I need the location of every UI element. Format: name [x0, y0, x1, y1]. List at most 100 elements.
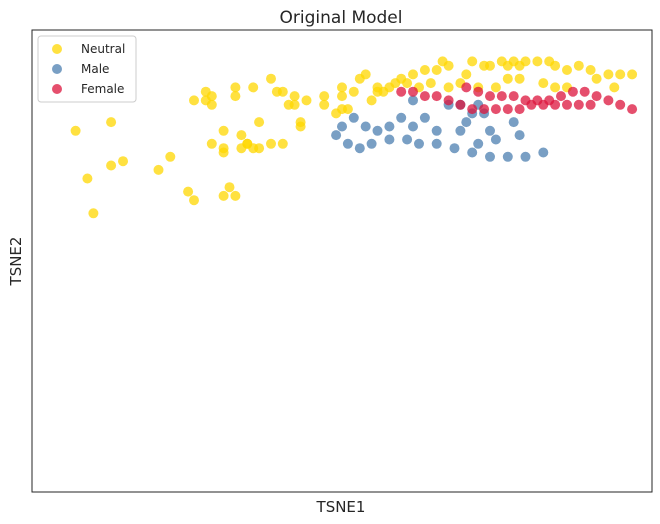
point-female-17	[562, 99, 572, 110]
point-neutral-1	[106, 117, 117, 128]
point-male-7	[485, 125, 495, 136]
point-neutral-74	[479, 60, 490, 71]
point-female-2	[485, 91, 495, 102]
point-female-29	[419, 91, 430, 102]
point-neutral-9	[189, 195, 199, 206]
point-neutral-82	[615, 69, 626, 80]
point-neutral-48	[337, 91, 347, 102]
point-neutral-45	[301, 95, 312, 106]
point-neutral-84	[609, 82, 620, 93]
point-female-19	[538, 99, 549, 110]
legend-label-female: Female	[81, 82, 124, 96]
point-female-25	[467, 104, 478, 115]
point-female-31	[396, 86, 407, 97]
point-female-9	[567, 86, 578, 97]
chart-title: Original Model	[280, 8, 403, 28]
point-neutral-33	[242, 138, 253, 149]
point-neutral-19	[266, 138, 276, 149]
point-male-31	[467, 147, 478, 158]
point-neutral-11	[224, 182, 235, 193]
points-layer	[70, 56, 638, 219]
point-neutral-28	[295, 117, 306, 128]
point-neutral-76	[550, 60, 561, 71]
point-neutral-40	[230, 82, 241, 93]
point-neutral-96	[402, 78, 413, 89]
point-male-28	[414, 138, 424, 149]
point-female-30	[408, 86, 418, 97]
point-female-26	[455, 99, 466, 110]
point-neutral-10	[218, 190, 229, 201]
point-neutral-35	[189, 95, 199, 106]
point-neutral-93	[443, 82, 454, 93]
point-male-29	[431, 138, 442, 149]
point-male-11	[473, 138, 484, 149]
point-neutral-47	[319, 91, 330, 102]
point-neutral-30	[218, 147, 229, 158]
point-neutral-50	[348, 86, 359, 97]
point-male-23	[342, 138, 353, 149]
point-male-8	[508, 117, 519, 128]
point-neutral-71	[532, 56, 543, 67]
point-female-4	[508, 91, 519, 102]
point-male-27	[402, 134, 413, 145]
point-female-0	[461, 82, 472, 93]
point-male-30	[449, 143, 460, 154]
point-neutral-42	[266, 73, 276, 84]
point-neutral-44	[277, 86, 288, 97]
point-male-16	[396, 112, 407, 123]
point-neutral-20	[277, 138, 288, 149]
point-neutral-49	[337, 82, 347, 93]
point-neutral-89	[502, 73, 513, 84]
point-male-26	[384, 134, 395, 145]
legend-label-male: Male	[81, 62, 109, 76]
point-neutral-26	[319, 99, 330, 110]
point-neutral-2	[82, 173, 93, 184]
point-female-8	[556, 91, 566, 102]
point-neutral-60	[408, 69, 418, 80]
point-male-9	[514, 130, 525, 141]
point-neutral-7	[165, 151, 176, 162]
point-neutral-64	[443, 60, 454, 71]
legend-label-neutral: Neutral	[81, 42, 125, 56]
point-female-13	[615, 99, 626, 110]
point-neutral-87	[538, 78, 549, 89]
point-neutral-79	[585, 65, 596, 75]
point-neutral-78	[573, 60, 584, 71]
point-female-10	[579, 86, 590, 97]
point-neutral-77	[562, 65, 572, 75]
point-neutral-14	[218, 125, 229, 136]
point-male-24	[354, 143, 365, 154]
point-male-13	[431, 125, 442, 136]
point-neutral-46	[283, 99, 294, 110]
point-neutral-37	[200, 86, 211, 97]
x-axis-label: TSNE1	[316, 498, 366, 516]
point-neutral-83	[627, 69, 638, 80]
point-female-1	[473, 86, 484, 97]
point-male-0	[408, 95, 418, 106]
point-neutral-72	[514, 60, 525, 71]
point-female-22	[502, 104, 513, 115]
point-neutral-88	[514, 73, 525, 84]
point-female-18	[550, 99, 561, 110]
point-female-16	[573, 99, 584, 110]
point-neutral-29	[254, 117, 265, 128]
point-male-10	[490, 134, 501, 145]
point-neutral-94	[425, 78, 436, 89]
point-male-18	[372, 125, 383, 136]
point-male-34	[520, 151, 531, 162]
point-neutral-3	[88, 208, 99, 219]
point-neutral-55	[366, 95, 377, 106]
point-female-11	[591, 91, 602, 102]
point-neutral-5	[106, 160, 117, 171]
legend-box	[37, 35, 137, 103]
point-male-33	[502, 151, 513, 162]
point-female-21	[514, 104, 525, 115]
point-female-15	[585, 99, 596, 110]
point-neutral-65	[461, 69, 472, 80]
point-neutral-81	[603, 69, 614, 80]
point-male-32	[485, 151, 495, 162]
point-male-6	[461, 117, 472, 128]
y-axis-label: TSNE2	[7, 237, 25, 287]
point-neutral-38	[200, 95, 211, 106]
